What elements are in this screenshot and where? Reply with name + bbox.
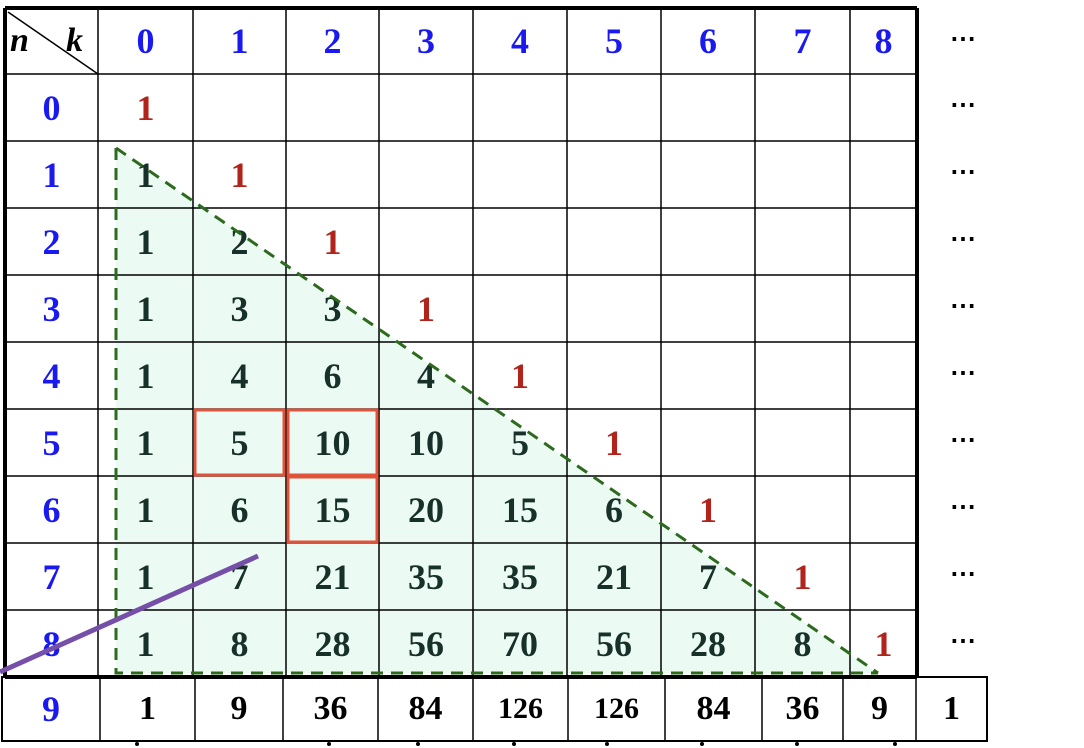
table-cell: 10 <box>314 422 351 463</box>
table-cell: 1 <box>136 422 155 463</box>
highlight-box <box>286 408 379 477</box>
table-cell: 1 <box>699 489 717 530</box>
table-cell: 1 <box>136 623 155 664</box>
table-cell: 70 <box>502 623 538 664</box>
row-header: 7 <box>42 556 61 597</box>
ellipsis: ⋯ <box>950 358 978 387</box>
triangle-dashed-hypotenuse <box>115 146 879 675</box>
table-cell: 8 <box>230 623 249 664</box>
table-cell: 56 <box>408 623 444 664</box>
table-cell: 15 <box>502 489 538 530</box>
table-cell: 6 <box>230 489 249 530</box>
table-cell: 56 <box>596 623 632 664</box>
table-cell: 1 <box>136 288 155 329</box>
table-cell: 1 <box>136 87 155 128</box>
table-cell: 28 <box>314 623 351 664</box>
table-cell: 5 <box>230 422 249 463</box>
column-header: 8 <box>874 21 893 61</box>
row-9-cell: 9 <box>230 690 248 727</box>
row-9-cell: 9 <box>871 690 888 727</box>
ellipsis: ⋯ <box>950 291 978 320</box>
table-cell: 1 <box>136 355 155 396</box>
tick-mark <box>700 742 704 746</box>
table-cell: 1 <box>874 623 893 664</box>
column-header: 1 <box>230 21 249 61</box>
table-cell: 5 <box>511 422 529 463</box>
tick-mark <box>795 742 799 746</box>
row-9-cell: 126 <box>498 692 543 725</box>
column-header: 3 <box>417 21 435 61</box>
table-cell: 7 <box>699 556 717 597</box>
table-cell: 8 <box>793 623 812 664</box>
table-cell: 1 <box>605 422 623 463</box>
table-cell: 28 <box>690 623 726 664</box>
column-header: 6 <box>699 21 717 61</box>
table-cell: 35 <box>408 556 444 597</box>
table-cell: 10 <box>408 422 444 463</box>
tick-mark <box>512 742 516 746</box>
row-header: 0 <box>42 87 61 128</box>
table-cell: 1 <box>793 556 812 597</box>
row-9-cell: 1 <box>139 690 156 727</box>
row-9-cell: 84 <box>408 690 443 727</box>
table-cell: 1 <box>136 489 155 530</box>
row-9-box <box>1 676 988 742</box>
column-header: 5 <box>605 21 623 61</box>
row-header: 4 <box>42 355 61 396</box>
ellipsis: ⋯ <box>950 626 978 655</box>
row-header: 5 <box>42 422 61 463</box>
table-cell: 1 <box>230 154 249 195</box>
tick-mark <box>416 742 420 746</box>
table-cell: 1 <box>511 355 529 396</box>
table-cell: 15 <box>314 489 351 530</box>
tick-mark <box>327 742 331 746</box>
ellipsis: ⋯ <box>950 559 978 588</box>
table-cell: 1 <box>417 288 435 329</box>
ellipsis: ⋯ <box>950 224 978 253</box>
highlight-box <box>193 408 286 477</box>
table-cell: 35 <box>502 556 538 597</box>
row-9-cell: 126 <box>594 692 639 725</box>
table-cell: 6 <box>323 355 342 396</box>
table-cell: 6 <box>605 489 623 530</box>
table-cell: 20 <box>408 489 444 530</box>
tick-mark <box>605 742 609 746</box>
row-header: 6 <box>42 489 61 530</box>
ellipsis: ⋯ <box>950 24 978 53</box>
ellipsis: ⋯ <box>950 492 978 521</box>
column-header: 4 <box>511 21 529 61</box>
row-9-cell: 36 <box>785 690 820 727</box>
corner-diagonal <box>7 11 99 75</box>
corner-k-label: k <box>66 22 83 59</box>
row-header: 2 <box>42 221 61 262</box>
table-cell: 1 <box>136 556 155 597</box>
corner-n-label: n <box>10 22 29 59</box>
tick-mark <box>135 742 139 746</box>
table-cell: 1 <box>136 221 155 262</box>
purple-diagonal-line <box>0 553 260 675</box>
row-header: 3 <box>42 288 61 329</box>
row-9-header: 9 <box>42 689 60 729</box>
table-cell: 21 <box>596 556 632 597</box>
triangle-dashed-edge <box>114 148 878 675</box>
tick-mark <box>893 742 897 746</box>
highlight-box <box>286 475 379 544</box>
column-header: 0 <box>136 21 155 61</box>
row-9-cell: 1 <box>943 690 960 727</box>
row-header: 1 <box>42 154 61 195</box>
table-cell: 1 <box>323 221 342 262</box>
ellipsis: ⋯ <box>950 425 978 454</box>
table-cell: 3 <box>230 288 249 329</box>
ellipsis: ⋯ <box>950 90 978 119</box>
table-cell: 4 <box>230 355 249 396</box>
row-9-cell: 84 <box>696 690 731 727</box>
table-cell: 21 <box>314 556 351 597</box>
row-9-cell: 36 <box>313 690 348 727</box>
column-header: 2 <box>323 21 342 61</box>
column-header: 7 <box>793 21 812 61</box>
ellipsis: ⋯ <box>950 157 978 186</box>
